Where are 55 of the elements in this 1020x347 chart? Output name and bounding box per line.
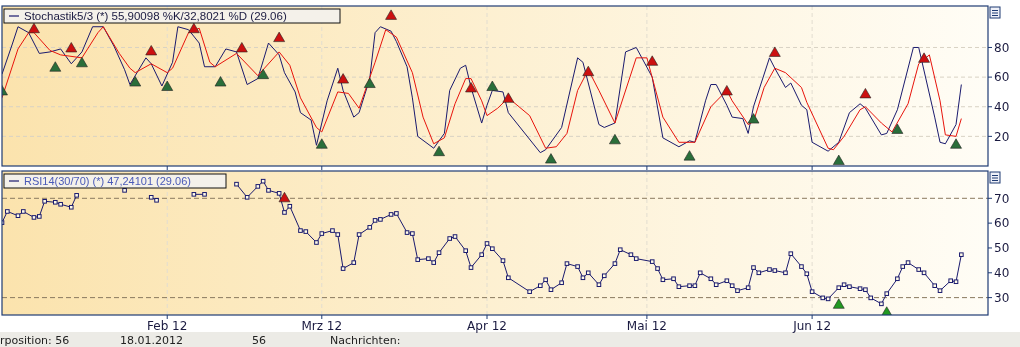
point (545, 153, 557, 164)
y-tick-label: 30 (994, 290, 1010, 305)
point (721, 85, 733, 96)
point (28, 22, 40, 34)
point (214, 76, 227, 87)
point (502, 92, 515, 103)
y-tick-label: 40 (994, 99, 1010, 114)
point (188, 22, 200, 34)
legend-label: RSI14(30/70) (*) 47,24101 (29.06) (24, 175, 191, 187)
y-tick-label: 40 (994, 265, 1010, 280)
point (609, 134, 621, 145)
point (832, 298, 845, 309)
y-tick-label: 70 (994, 191, 1010, 206)
point (646, 55, 659, 66)
point (683, 150, 696, 161)
text: rposition: 56 (0, 334, 70, 347)
y-tick-label: 50 (994, 241, 1010, 256)
x-tick-label: Mrz 12 (301, 319, 343, 333)
point (236, 42, 248, 53)
point (950, 138, 962, 149)
y-tick-label: 20 (994, 129, 1010, 144)
legend-label: Stochastik5/3 (*) 55,90098 %K/32,8021 %D (29.06) (24, 10, 287, 22)
text: 56 (252, 334, 266, 347)
point (76, 57, 88, 68)
x-tick-label: Apr 12 (467, 319, 507, 333)
point (769, 46, 781, 57)
point (486, 80, 499, 91)
x-tick-label: Jun 12 (792, 319, 832, 333)
point (465, 82, 477, 93)
point (832, 154, 845, 165)
point (433, 145, 445, 156)
point (315, 138, 328, 149)
point (582, 65, 595, 76)
point (385, 9, 397, 20)
point (129, 76, 142, 87)
point (145, 45, 158, 56)
point (747, 113, 760, 124)
y-tick-label: 80 (994, 40, 1010, 55)
text: Nachrichten: (330, 334, 401, 347)
text: 18.01.2012 (120, 334, 183, 347)
point (363, 77, 376, 88)
x-tick-label: Feb 12 (147, 319, 188, 333)
point (49, 61, 62, 72)
point (891, 123, 904, 134)
y-tick-label: 60 (994, 70, 1010, 85)
point (859, 88, 872, 99)
point (337, 73, 349, 84)
y-tick-label: 60 (994, 216, 1010, 231)
point (278, 192, 291, 203)
point (161, 80, 174, 91)
point (918, 52, 930, 63)
x-tick-label: Mai 12 (626, 319, 667, 333)
point (257, 68, 269, 79)
point (273, 31, 285, 42)
point (65, 42, 78, 53)
